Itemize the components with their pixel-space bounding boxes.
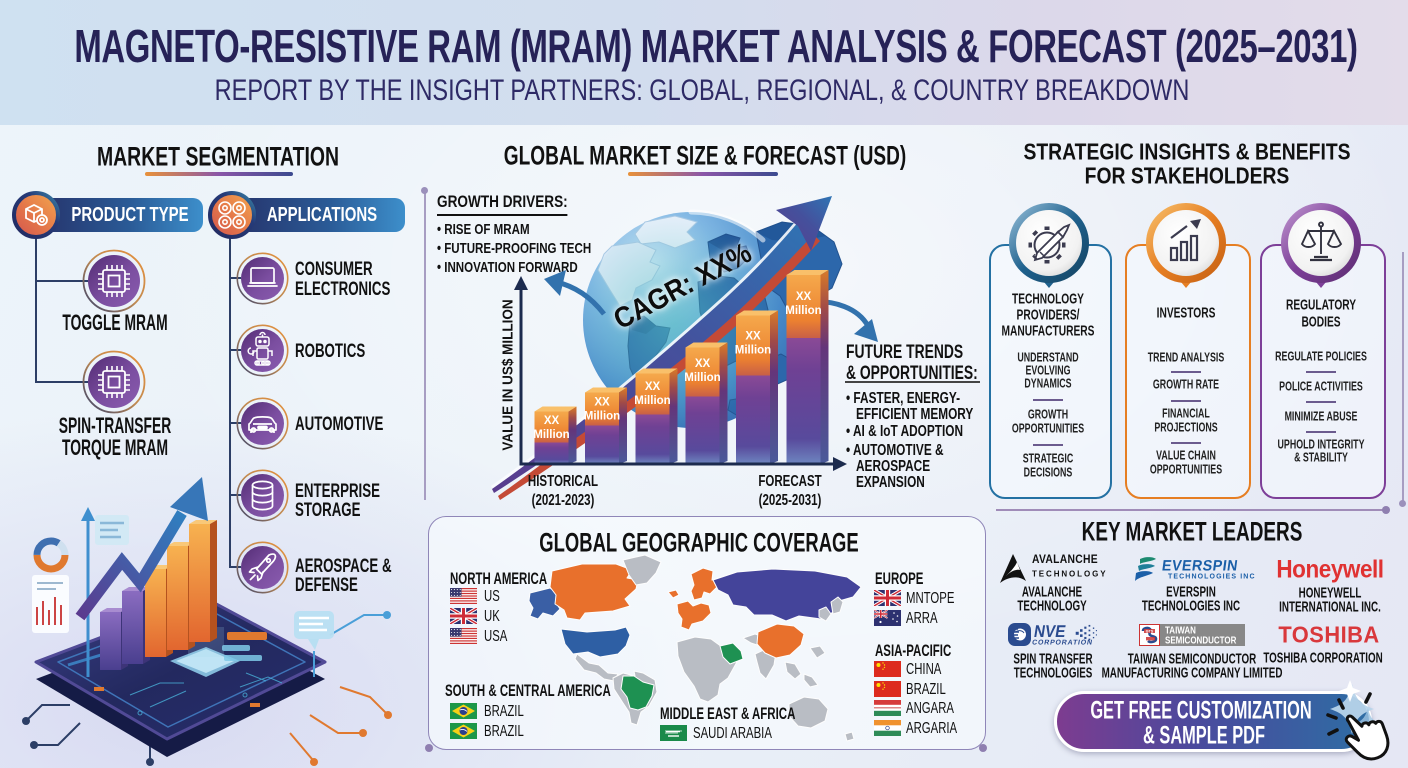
svg-text:Million: Million [684, 372, 720, 384]
svg-text:XX: XX [645, 381, 661, 393]
svg-text:XX: XX [695, 358, 711, 370]
svg-text:GTS: GTS [1146, 630, 1154, 634]
svg-text:XX: XX [745, 331, 761, 343]
svg-text:Million: Million [584, 411, 620, 423]
svg-text:XX: XX [594, 397, 610, 409]
svg-text:XX: XX [796, 291, 812, 303]
svg-text:Million: Million [735, 345, 771, 357]
svg-text:XX: XX [544, 415, 560, 427]
svg-text:Million: Million [785, 305, 821, 317]
svg-text:Million: Million [634, 395, 670, 407]
svg-text:Million: Million [533, 429, 569, 441]
